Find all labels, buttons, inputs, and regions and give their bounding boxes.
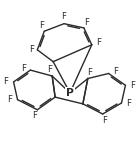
Text: P: P [66, 88, 74, 98]
Text: F: F [33, 111, 38, 120]
Text: F: F [39, 22, 44, 30]
Text: F: F [47, 66, 52, 74]
Text: F: F [88, 68, 93, 77]
Text: F: F [3, 77, 8, 86]
Text: F: F [102, 116, 107, 125]
Text: F: F [62, 12, 67, 21]
Text: F: F [126, 98, 131, 108]
Text: F: F [84, 18, 89, 27]
Text: F: F [96, 38, 101, 47]
Text: F: F [131, 81, 136, 90]
Text: F: F [21, 64, 26, 73]
Text: F: F [29, 45, 34, 54]
Text: F: F [8, 95, 13, 104]
Text: F: F [113, 67, 118, 76]
